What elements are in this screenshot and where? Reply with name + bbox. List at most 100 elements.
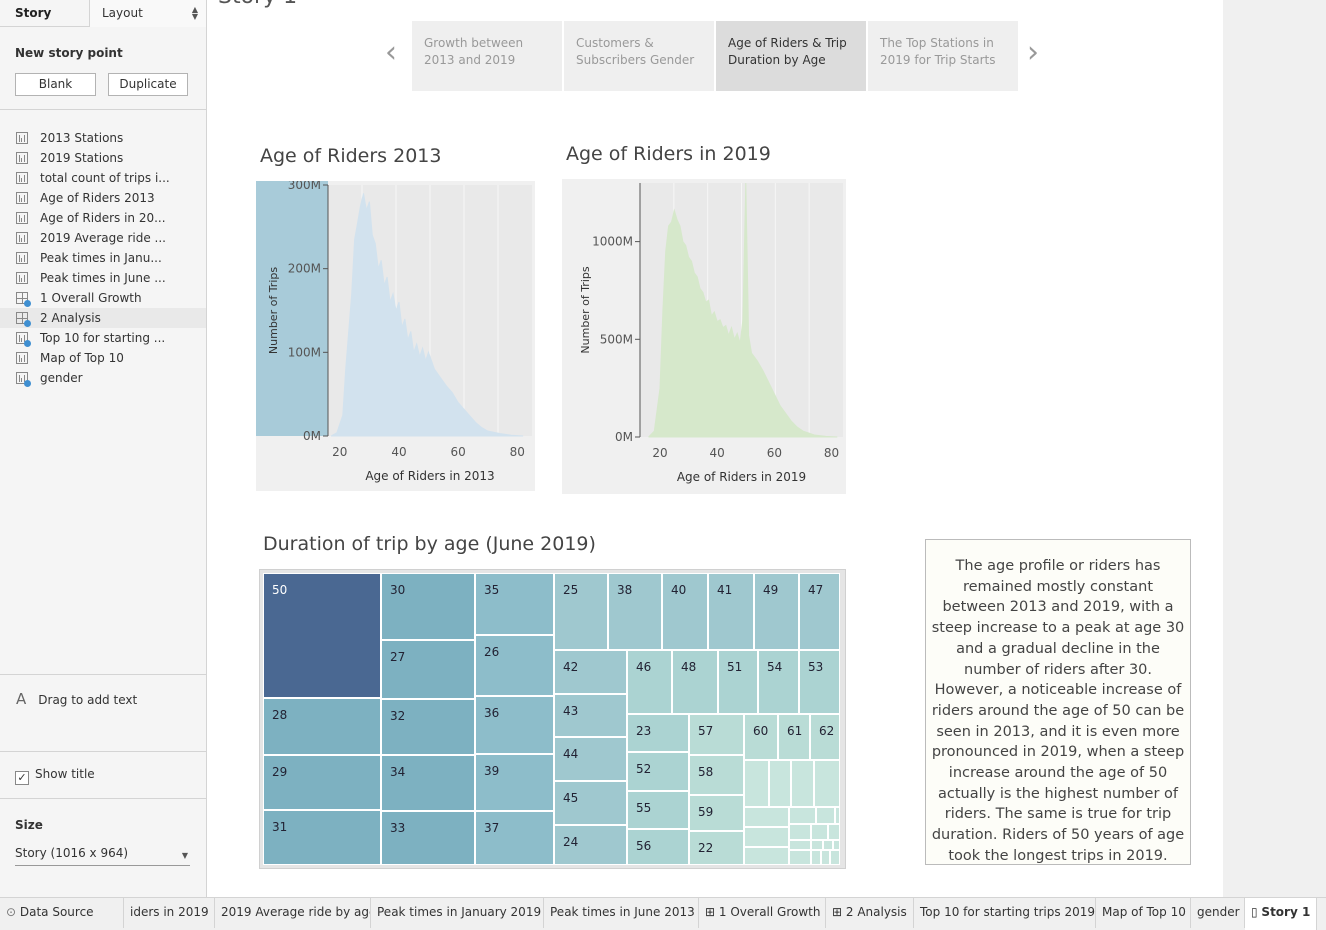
- sheet-item[interactable]: Peak times in Janu...: [0, 248, 206, 268]
- treemap-cell[interactable]: 58: [689, 755, 744, 795]
- treemap-cell[interactable]: [811, 850, 821, 865]
- story-point-2[interactable]: Customers & Subscribers Gender: [564, 21, 714, 91]
- treemap-cell[interactable]: [830, 850, 840, 865]
- treemap-cell[interactable]: 54: [758, 650, 799, 714]
- sheet-item[interactable]: gender: [0, 368, 206, 388]
- treemap-cell[interactable]: [744, 847, 789, 865]
- sheet-item[interactable]: total count of trips i...: [0, 168, 206, 188]
- treemap-cell[interactable]: 53: [799, 650, 840, 714]
- treemap-cell[interactable]: 41: [708, 573, 754, 650]
- blank-button[interactable]: Blank: [15, 73, 96, 96]
- sheet-item[interactable]: Map of Top 10: [0, 348, 206, 368]
- treemap-cell[interactable]: 43: [554, 694, 627, 737]
- treemap-cell[interactable]: 32: [381, 699, 475, 755]
- chart-2013[interactable]: 0M 100M 200M 300M 20 40 60 80 Age of Riders in 2…: [256, 178, 535, 491]
- treemap-cell[interactable]: 28: [263, 698, 381, 755]
- treemap-cell[interactable]: 62: [810, 714, 840, 760]
- treemap-cell[interactable]: 37: [475, 811, 554, 865]
- sheet-tab[interactable]: ⊞ 2 Analysis: [826, 898, 914, 928]
- treemap-cell[interactable]: [789, 824, 811, 840]
- sheet-item[interactable]: Age of Riders 2013: [0, 188, 206, 208]
- sheet-item[interactable]: Age of Riders in 20...: [0, 208, 206, 228]
- sheet-item[interactable]: 2019 Stations: [0, 148, 206, 168]
- sheet-item[interactable]: 1 Overall Growth: [0, 288, 206, 308]
- drag-text-object[interactable]: A Drag to add text: [16, 690, 137, 708]
- treemap-cell[interactable]: 52: [627, 752, 689, 791]
- sheet-tab-story-1[interactable]: ▯ Story 1: [1245, 898, 1317, 930]
- treemap-cell[interactable]: 31: [263, 810, 381, 865]
- treemap-cell[interactable]: 46: [627, 650, 672, 714]
- next-point-arrow-icon[interactable]: ›: [1027, 35, 1039, 70]
- sheet-item[interactable]: 2 Analysis: [0, 308, 206, 328]
- sheet-tab[interactable]: Map of Top 10: [1096, 898, 1191, 928]
- treemap-cell[interactable]: 38: [608, 573, 662, 650]
- treemap-cell[interactable]: [789, 850, 811, 865]
- treemap-cell[interactable]: [828, 824, 840, 840]
- size-select[interactable]: Story (1016 x 964) ▼: [15, 846, 190, 866]
- treemap[interactable]: 50 30 35 25 38 40 41 49 47 27 26 42 46 48 51 54 53 28 32 36…: [259, 569, 846, 869]
- treemap-cell[interactable]: 22: [689, 831, 744, 865]
- treemap-cell[interactable]: 27: [381, 640, 475, 699]
- treemap-cell[interactable]: 60: [744, 714, 778, 760]
- sheet-item[interactable]: Top 10 for starting ...: [0, 328, 206, 348]
- treemap-cell[interactable]: 50: [263, 573, 381, 698]
- treemap-cell[interactable]: 33: [381, 811, 475, 865]
- sheet-item[interactable]: 2013 Stations: [0, 128, 206, 148]
- treemap-cell[interactable]: 57: [689, 714, 744, 755]
- treemap-cell[interactable]: [835, 807, 840, 824]
- tab-layout[interactable]: Layout ▲ ▼: [89, 0, 206, 27]
- story-point-3[interactable]: Age of Riders & Trip Duration by Age: [716, 21, 866, 91]
- treemap-cell[interactable]: 47: [799, 573, 840, 650]
- treemap-cell[interactable]: 25: [554, 573, 608, 650]
- treemap-cell[interactable]: 61: [778, 714, 810, 760]
- treemap-cell[interactable]: 36: [475, 696, 554, 754]
- treemap-cell[interactable]: [814, 760, 840, 807]
- treemap-cell[interactable]: 48: [672, 650, 718, 714]
- treemap-cell[interactable]: 30: [381, 573, 475, 640]
- treemap-cell[interactable]: [789, 840, 811, 850]
- treemap-cell[interactable]: [744, 760, 769, 807]
- treemap-cell[interactable]: [821, 850, 830, 865]
- treemap-cell[interactable]: [833, 840, 840, 850]
- treemap-cell[interactable]: [816, 807, 835, 824]
- treemap-cell[interactable]: 44: [554, 737, 627, 781]
- sheet-item[interactable]: Peak times in June ...: [0, 268, 206, 288]
- treemap-cell[interactable]: 51: [718, 650, 758, 714]
- story-point-1[interactable]: Growth between 2013 and 2019: [412, 21, 562, 91]
- treemap-cell[interactable]: [811, 824, 828, 840]
- treemap-cell[interactable]: [744, 807, 789, 827]
- story-point-4[interactable]: The Top Stations in 2019 for Trip Starts: [868, 21, 1018, 91]
- sheet-tab[interactable]: Peak times in June 2013: [544, 898, 699, 928]
- sheet-item[interactable]: 2019 Average ride ...: [0, 228, 206, 248]
- treemap-cell[interactable]: 26: [475, 635, 554, 696]
- treemap-cell[interactable]: 59: [689, 795, 744, 831]
- treemap-cell[interactable]: 40: [662, 573, 708, 650]
- show-title-checkbox[interactable]: ✓ Show title: [15, 767, 95, 785]
- sheet-tab[interactable]: 2019 Average ride by age: [215, 898, 371, 928]
- treemap-cell[interactable]: 56: [627, 829, 689, 865]
- treemap-cell[interactable]: 35: [475, 573, 554, 635]
- treemap-cell[interactable]: 34: [381, 755, 475, 811]
- treemap-cell[interactable]: 45: [554, 781, 627, 825]
- treemap-cell[interactable]: 42: [554, 650, 627, 694]
- sheet-tab[interactable]: iders in 2019: [124, 898, 215, 928]
- treemap-cell[interactable]: [744, 827, 789, 847]
- treemap-cell[interactable]: [789, 807, 816, 824]
- treemap-cell[interactable]: 55: [627, 791, 689, 829]
- treemap-cell[interactable]: 23: [627, 714, 689, 752]
- treemap-cell[interactable]: 24: [554, 825, 627, 865]
- treemap-cell[interactable]: 49: [754, 573, 799, 650]
- sheet-tab[interactable]: gender: [1191, 898, 1245, 928]
- treemap-cell[interactable]: [823, 840, 833, 850]
- treemap-cell[interactable]: [811, 840, 823, 850]
- chart-2019[interactable]: 0M 500M 1000M 20 40 60 80 Age of Riders in 2019…: [562, 179, 846, 494]
- tab-data-source[interactable]: ⊙ Data Source: [0, 898, 124, 928]
- duplicate-button[interactable]: Duplicate: [108, 73, 188, 96]
- treemap-cell[interactable]: [791, 760, 814, 807]
- treemap-cell[interactable]: 39: [475, 754, 554, 811]
- treemap-cell[interactable]: [769, 760, 791, 807]
- previous-point-arrow-icon[interactable]: ‹: [385, 35, 397, 70]
- tab-story[interactable]: Story: [15, 6, 52, 20]
- sheet-tab[interactable]: ⊞ 1 Overall Growth: [699, 898, 826, 928]
- treemap-cell[interactable]: 29: [263, 755, 381, 810]
